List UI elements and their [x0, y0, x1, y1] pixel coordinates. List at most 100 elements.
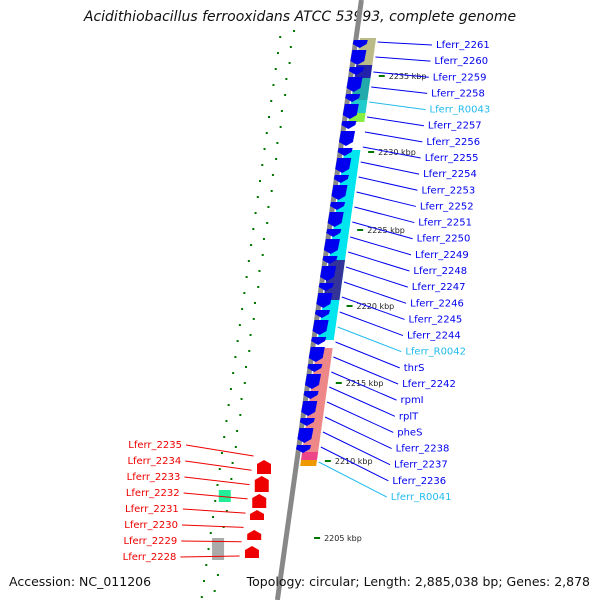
gene-leader-line	[373, 71, 429, 78]
gc-dot	[256, 196, 259, 198]
forward-gene-arrow	[333, 175, 349, 183]
gene-leader-line	[371, 86, 428, 94]
gene-leader-line	[352, 221, 413, 240]
reverse-gene-arrow	[252, 494, 267, 508]
reverse-gene-arrow	[254, 476, 269, 492]
forward-gene-label[interactable]: Lferr_R0042	[405, 347, 466, 358]
gc-dot	[236, 340, 239, 342]
forward-gene-arrow	[327, 212, 344, 227]
forward-gene-arrow	[316, 293, 333, 308]
gc-dot	[289, 46, 292, 48]
gc-dot-track	[200, 30, 296, 598]
forward-gene-label[interactable]: Lferr_2260	[434, 56, 488, 67]
forward-gene-label[interactable]: Lferr_2253	[421, 185, 475, 196]
gc-dot	[203, 580, 206, 582]
forward-gene-label[interactable]: thrS	[404, 363, 425, 374]
forward-gene-label[interactable]: Lferr_2261	[436, 40, 490, 51]
forward-gene-label[interactable]: Lferr_2256	[426, 137, 480, 148]
gc-dot	[205, 564, 208, 566]
gc-dot	[257, 286, 260, 288]
forward-gene-label[interactable]: Lferr_2250	[417, 234, 471, 245]
reverse-strand-track	[212, 460, 271, 560]
forward-gene-label[interactable]: Lferr_2249	[415, 250, 469, 261]
reverse-gene-label[interactable]: Lferr_2228	[123, 552, 177, 563]
forward-gene-arrow	[295, 445, 312, 453]
gc-dot	[231, 462, 234, 464]
reverse-gene-label[interactable]: Lferr_2233	[127, 472, 181, 483]
gc-dot	[293, 30, 296, 32]
forward-gene-arrow	[303, 391, 319, 399]
forward-gene-label[interactable]: Lferr_2242	[402, 379, 456, 390]
forward-gene-label[interactable]: Lferr_2246	[410, 298, 464, 309]
forward-gene-label[interactable]: Lferr_2247	[412, 282, 466, 293]
forward-gene-arrow	[341, 121, 357, 129]
forward-gene-arrow	[318, 283, 334, 291]
forward-gene-label[interactable]: rplT	[399, 411, 419, 422]
gc-dot	[245, 366, 248, 368]
gc-dot	[274, 68, 277, 70]
forward-gene-arrow	[322, 256, 338, 264]
forward-gene-label[interactable]: Lferr_2251	[418, 218, 472, 229]
gc-dot	[263, 148, 266, 150]
gc-dot	[200, 596, 203, 598]
reverse-gene-label[interactable]: Lferr_2231	[125, 504, 179, 515]
reverse-gene-arrow	[257, 460, 271, 474]
gene-leader-line	[350, 236, 412, 256]
reverse-gene-label[interactable]: Lferr_2229	[123, 536, 177, 547]
forward-gene-label[interactable]: rpmI	[400, 395, 423, 406]
gc-dot	[258, 270, 261, 272]
gc-dot	[240, 398, 243, 400]
forward-gene-label[interactable]: Lferr_2252	[420, 201, 474, 212]
gc-dot	[220, 452, 223, 454]
forward-gene-arrow	[337, 148, 353, 156]
forward-gene-label[interactable]: Lferr_2257	[428, 121, 482, 132]
forward-gene-label[interactable]: Lferr_2255	[425, 153, 479, 164]
gc-dot	[272, 84, 275, 86]
forward-gene-label[interactable]: Lferr_2244	[407, 331, 461, 342]
gc-dot	[270, 190, 273, 192]
gc-dot	[284, 94, 287, 96]
forward-gene-label[interactable]: Lferr_R0041	[391, 492, 452, 503]
gene-leader-line	[360, 161, 420, 175]
reverse-gene-label[interactable]: Lferr_2230	[124, 520, 178, 531]
reverse-gene-label[interactable]: Lferr_2235	[128, 440, 182, 451]
gc-dot	[276, 52, 279, 54]
cog-band	[302, 348, 333, 452]
gc-dot	[213, 590, 216, 592]
gc-dot	[238, 324, 241, 326]
gene-leader-line	[343, 281, 407, 304]
gc-dot	[236, 430, 239, 432]
forward-gene-arrow	[338, 131, 356, 146]
gene-leader-line	[356, 191, 416, 207]
kbp-scale: 2235 kbp 2230 kbp 2225 kbp 2220 kbp 2215 kbp…	[314, 72, 426, 543]
forward-gene-arrow	[311, 337, 327, 345]
gene-leader-line	[320, 446, 389, 482]
reverse-gene-label[interactable]: Lferr_2234	[127, 456, 181, 467]
gc-dot	[247, 260, 250, 262]
gene-leader-line	[335, 341, 400, 369]
forward-gene-label[interactable]: pheS	[397, 427, 422, 438]
forward-gene-label[interactable]: Lferr_2254	[423, 169, 477, 180]
map-title: Acidithiobacillus ferrooxidans ATCC 5399…	[83, 9, 517, 25]
forward-gene-arrow	[307, 364, 323, 372]
forward-gene-label[interactable]: Lferr_2248	[413, 266, 467, 277]
gene-leader-line	[369, 101, 426, 111]
gc-dot	[248, 350, 251, 352]
forward-gene-label[interactable]: Lferr_2236	[392, 476, 446, 487]
gc-dot	[230, 478, 233, 480]
reverse-gene-label[interactable]: Lferr_2232	[126, 488, 180, 499]
gc-dot	[229, 388, 232, 390]
forward-strand-track	[295, 40, 368, 453]
forward-gene-arrow	[323, 239, 340, 254]
forward-gene-label[interactable]: Lferr_2238	[396, 444, 450, 455]
forward-gene-label[interactable]: Lferr_2237	[394, 460, 448, 471]
gc-dot	[245, 276, 248, 278]
reverse-cog-band	[212, 538, 225, 560]
gc-dot	[225, 510, 228, 512]
forward-gene-label[interactable]: Lferr_2245	[409, 314, 463, 325]
gene-leader-line	[181, 524, 244, 528]
forward-gene-label[interactable]: Lferr_2259	[433, 72, 487, 83]
forward-gene-label[interactable]: Lferr_R0043	[430, 105, 491, 116]
forward-gene-arrow	[299, 418, 315, 426]
forward-gene-label[interactable]: Lferr_2258	[431, 88, 485, 99]
